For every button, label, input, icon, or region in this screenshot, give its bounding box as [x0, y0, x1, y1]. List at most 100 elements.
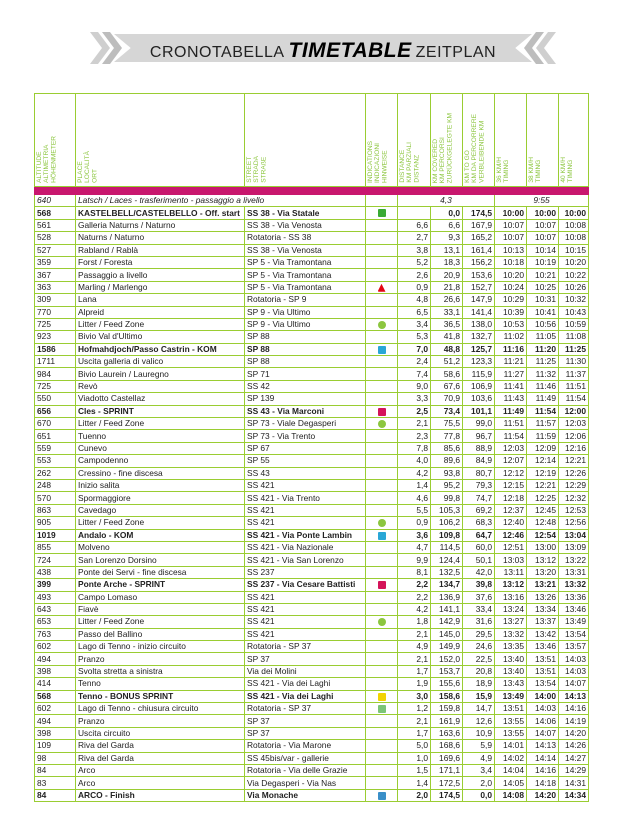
- timing-40: 11:37: [558, 367, 589, 381]
- header-label: 36 KM/H TIMING: [496, 157, 511, 183]
- altitude: 98: [34, 751, 76, 765]
- indications: [365, 355, 398, 369]
- timing-36: 12:18: [494, 491, 527, 505]
- indications: [365, 590, 398, 604]
- altitude: 367: [34, 268, 76, 282]
- start-flag-icon: [377, 209, 386, 218]
- table-row: 83 Arco Via Degasperi - Via Nas 1,4 172,5 2,0…: [34, 776, 589, 790]
- timing-36: 10:13: [494, 243, 527, 257]
- distance: 1,4: [397, 776, 431, 790]
- header-timing-38: 38 KM/H TIMING: [526, 93, 559, 187]
- timing-36: 12:40: [494, 516, 527, 530]
- km-covered: 36,5: [430, 317, 463, 332]
- km-covered: 149,9: [430, 640, 463, 654]
- altitude: 670: [34, 417, 76, 431]
- table-row: 670 Litter / Feed Zone SP 73 - Viale Degas…: [34, 417, 589, 431]
- timing-38: 10:14: [526, 243, 559, 257]
- place: Rabland / Rablà: [75, 243, 245, 257]
- place: Revò: [75, 379, 245, 394]
- timing-40: 10:43: [558, 305, 589, 319]
- timing-38: 11:20: [526, 342, 559, 357]
- sprint-icon: [377, 581, 386, 590]
- feed-zone-icon: [377, 420, 386, 428]
- table-row: 98 Riva del Garda SS 45bis/var - gallerie 1…: [34, 751, 589, 765]
- km-to-go: 147,9: [462, 293, 495, 307]
- timing-38: 10:41: [526, 305, 559, 319]
- indications: [365, 441, 398, 456]
- street: SS 421: [244, 503, 366, 518]
- distance: 9,9: [397, 553, 431, 567]
- table-row: 643 Fiavè SS 421 4,2 141,1 33,4 13:24 13:34 13:4…: [34, 602, 589, 617]
- place: Ponte dei Servi - fine discesa: [75, 565, 245, 580]
- km-covered: 161,9: [430, 714, 463, 728]
- table-row: 359 Forst / Foresta SP 5 - Via Tramontana 5…: [34, 255, 589, 270]
- indications: [365, 503, 398, 518]
- km-to-go: 2,0: [462, 776, 495, 790]
- indications: [365, 305, 398, 319]
- altitude: 83: [34, 776, 76, 790]
- timing-38: 10:25: [526, 280, 559, 295]
- distance: 5,3: [397, 330, 431, 344]
- distance: 8,1: [397, 565, 431, 580]
- timing-38: 13:54: [526, 677, 559, 691]
- timing-38: 12:54: [526, 528, 559, 542]
- km-covered: 106,2: [430, 516, 463, 530]
- table-row: 559 Cunevo SP 67 7,8 85,6 88,9 12:03 12:09 12:16: [34, 441, 589, 456]
- km-to-go: 165,2: [462, 231, 495, 245]
- altitude: 640: [34, 193, 76, 208]
- street: SS 38 - Via Venosta: [244, 218, 366, 233]
- table-row: 84 Arco Rotatoria - Via delle Grazie 1,5 171…: [34, 763, 589, 778]
- street: SS 421 - Via dei Laghi: [244, 689, 366, 704]
- timing-36: 13:51: [494, 701, 527, 716]
- indications: [365, 268, 398, 282]
- indications: [365, 565, 398, 580]
- indications: [365, 417, 398, 431]
- header-label: ALTITUDE ALTIMETRIA HÖHENMETER: [36, 136, 58, 183]
- header-street: STREET STRADA STRAßE: [244, 93, 366, 187]
- km-to-go: 33,4: [462, 602, 495, 617]
- timing-38: 11:46: [526, 379, 559, 394]
- sprint-icon: [377, 407, 386, 416]
- table-row: 399 Ponte Arche - SPRINT SS 237 - Via Cesa…: [34, 578, 589, 592]
- km-to-go: 115,9: [462, 367, 495, 381]
- altitude: 398: [34, 726, 76, 741]
- street: SP 37: [244, 652, 366, 666]
- altitude: 561: [34, 218, 76, 233]
- street: Rotatoria - Via delle Grazie: [244, 763, 366, 778]
- km-covered: 26,6: [430, 293, 463, 307]
- timing-40: 13:49: [558, 615, 589, 629]
- indications: [365, 466, 398, 481]
- table-row: 398 Uscita circuito SP 37 1,7 163,6 10,9 13:55…: [34, 726, 589, 741]
- table-row: 309 Lana Rotatoria - SP 9 4,8 26,6 147,9 10:29…: [34, 293, 589, 307]
- km-to-go: 99,0: [462, 417, 495, 431]
- distance: 3,6: [397, 528, 431, 542]
- timing-40: 13:32: [558, 578, 589, 592]
- street: SP 37: [244, 714, 366, 728]
- timing-38: 13:20: [526, 565, 559, 580]
- page-title: CRONOTABELLA TIMETABLE ZEITPLAN: [88, 39, 558, 63]
- timing-38: 13:34: [526, 602, 559, 617]
- km-covered: 75,5: [430, 417, 463, 431]
- distance: 1,9: [397, 677, 431, 691]
- street: SP 88: [244, 330, 366, 344]
- distance: 2,6: [397, 268, 431, 282]
- table-row: 656 Cles - SPRINT SS 43 - Via Marconi 2,5 73…: [34, 404, 589, 419]
- place: Arco: [75, 776, 245, 790]
- place: Fiavè: [75, 602, 245, 617]
- indications: [365, 739, 398, 753]
- distance: 4,9: [397, 640, 431, 654]
- km-to-go: 39,8: [462, 578, 495, 592]
- timing-36: 11:02: [494, 330, 527, 344]
- indications: [365, 342, 398, 357]
- timing-38: 14:06: [526, 714, 559, 728]
- street: Via Degasperi - Via Nas: [244, 776, 366, 790]
- header-place: PLACE LOCALITÀ ORT: [75, 93, 245, 187]
- altitude: 363: [34, 280, 76, 295]
- timing-40: 10:08: [558, 231, 589, 245]
- km-covered: 158,6: [430, 689, 463, 704]
- place: Bivio Val d'Ultimo: [75, 330, 245, 344]
- indications: [365, 627, 398, 642]
- km-to-go: 29,5: [462, 627, 495, 642]
- chevron-right-decoration-icon: [90, 32, 122, 64]
- timing-36: 14:08: [494, 788, 527, 803]
